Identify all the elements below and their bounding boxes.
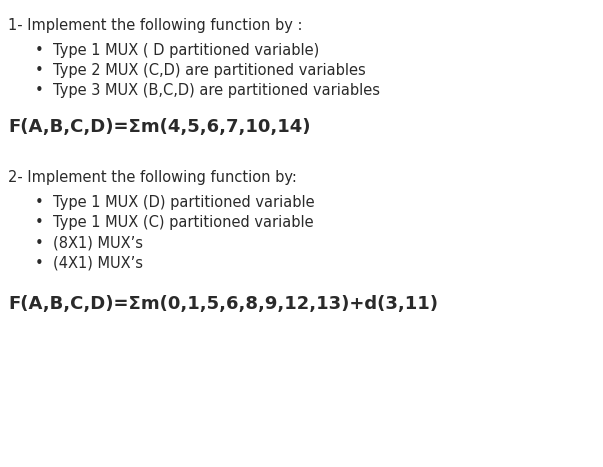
Text: •  Type 1 MUX (D) partitioned variable: • Type 1 MUX (D) partitioned variable	[35, 195, 315, 210]
Text: F(A,B,C,D)=Σm(0,1,5,6,8,9,12,13)+d(3,11): F(A,B,C,D)=Σm(0,1,5,6,8,9,12,13)+d(3,11)	[8, 295, 438, 313]
Text: F(A,B,C,D)=Σm(4,5,6,7,10,14): F(A,B,C,D)=Σm(4,5,6,7,10,14)	[8, 118, 311, 136]
Text: •  Type 1 MUX ( D partitioned variable): • Type 1 MUX ( D partitioned variable)	[35, 43, 319, 58]
Text: •  (8X1) MUX’s: • (8X1) MUX’s	[35, 235, 143, 250]
Text: 2- Implement the following function by:: 2- Implement the following function by:	[8, 170, 297, 185]
Text: •  Type 3 MUX (B,C,D) are partitioned variables: • Type 3 MUX (B,C,D) are partitioned var…	[35, 83, 380, 98]
Text: •  Type 2 MUX (C,D) are partitioned variables: • Type 2 MUX (C,D) are partitioned varia…	[35, 63, 366, 78]
Text: 1- Implement the following function by :: 1- Implement the following function by :	[8, 18, 303, 33]
Text: •  (4X1) MUX’s: • (4X1) MUX’s	[35, 255, 143, 270]
Text: •  Type 1 MUX (C) partitioned variable: • Type 1 MUX (C) partitioned variable	[35, 215, 314, 230]
